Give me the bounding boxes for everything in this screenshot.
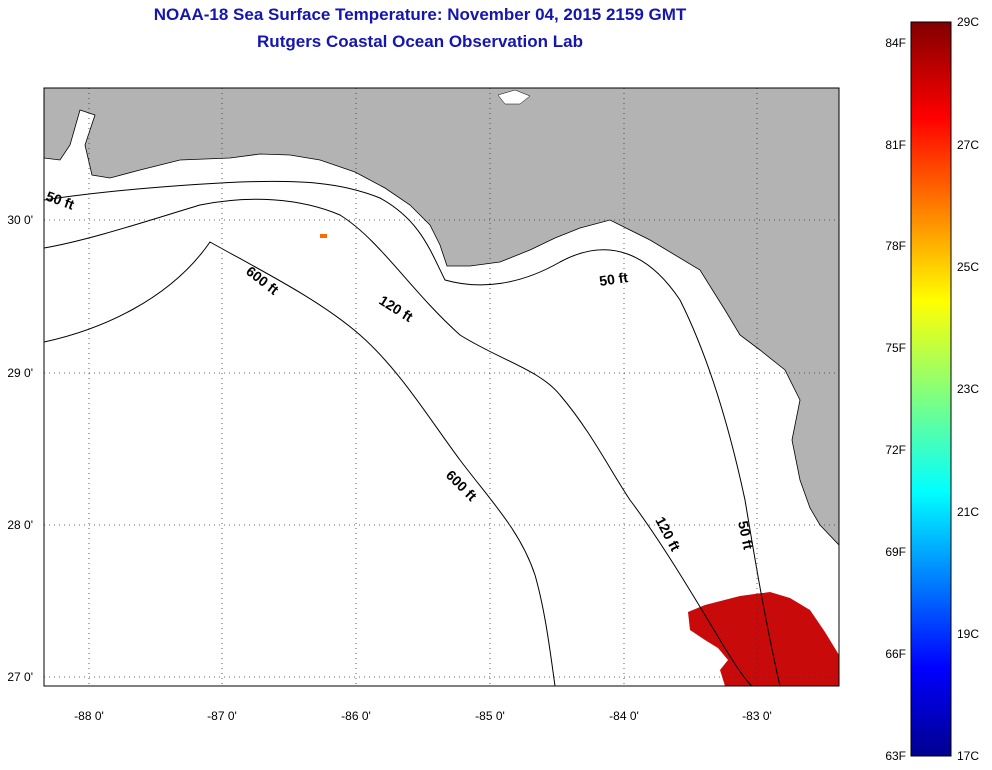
colorbar-c-label: 21C [957, 505, 979, 519]
lat-tick-label: 27 0' [7, 670, 33, 684]
map-frame [43, 87, 840, 687]
contour-600ft [44, 241, 556, 686]
lat-tick-label: 30 0' [7, 213, 33, 227]
contour-50ft [44, 180, 781, 686]
lat-tick-label: 29 0' [7, 366, 33, 380]
colorbar-c-label: 17C [957, 749, 979, 763]
lon-tick-label: -84 0' [609, 709, 639, 723]
map-title: NOAA-18 Sea Surface Temperature: Novembe… [153, 5, 687, 24]
colorbar-c-label: 29C [957, 15, 979, 29]
lon-tick-label: -87 0' [207, 709, 237, 723]
colorbar-f-label: 81F [885, 138, 906, 152]
contour-label: 50 ft [598, 269, 629, 289]
lon-tick-label: -83 0' [742, 709, 772, 723]
lon-tick-label: -88 0' [74, 709, 104, 723]
colorbar-f-label: 75F [885, 341, 906, 355]
colorbar [910, 21, 952, 757]
colorbar-c-label: 23C [957, 382, 979, 396]
contour-label: 50 ft [735, 519, 757, 551]
lat-tick-label: 28 0' [7, 518, 33, 532]
lon-tick-label: -85 0' [475, 709, 505, 723]
colorbar-f-label: 78F [885, 239, 906, 253]
colorbar-f-label: 66F [885, 647, 906, 661]
colorbar-f-label: 72F [885, 443, 906, 457]
colorbar-f-label: 69F [885, 545, 906, 559]
sst-patch [688, 592, 839, 686]
colorbar-c-label: 19C [957, 627, 979, 641]
contour-120ft [44, 198, 753, 686]
lon-tick-label: -86 0' [341, 709, 371, 723]
colorbar-f-label: 63F [885, 749, 906, 763]
map-subtitle: Rutgers Coastal Ocean Observation Lab [257, 32, 583, 51]
colorbar-c-label: 25C [957, 260, 979, 274]
colorbar-f-label: 84F [885, 36, 906, 50]
colorbar-c-label: 27C [957, 138, 979, 152]
land-mass [44, 88, 839, 546]
